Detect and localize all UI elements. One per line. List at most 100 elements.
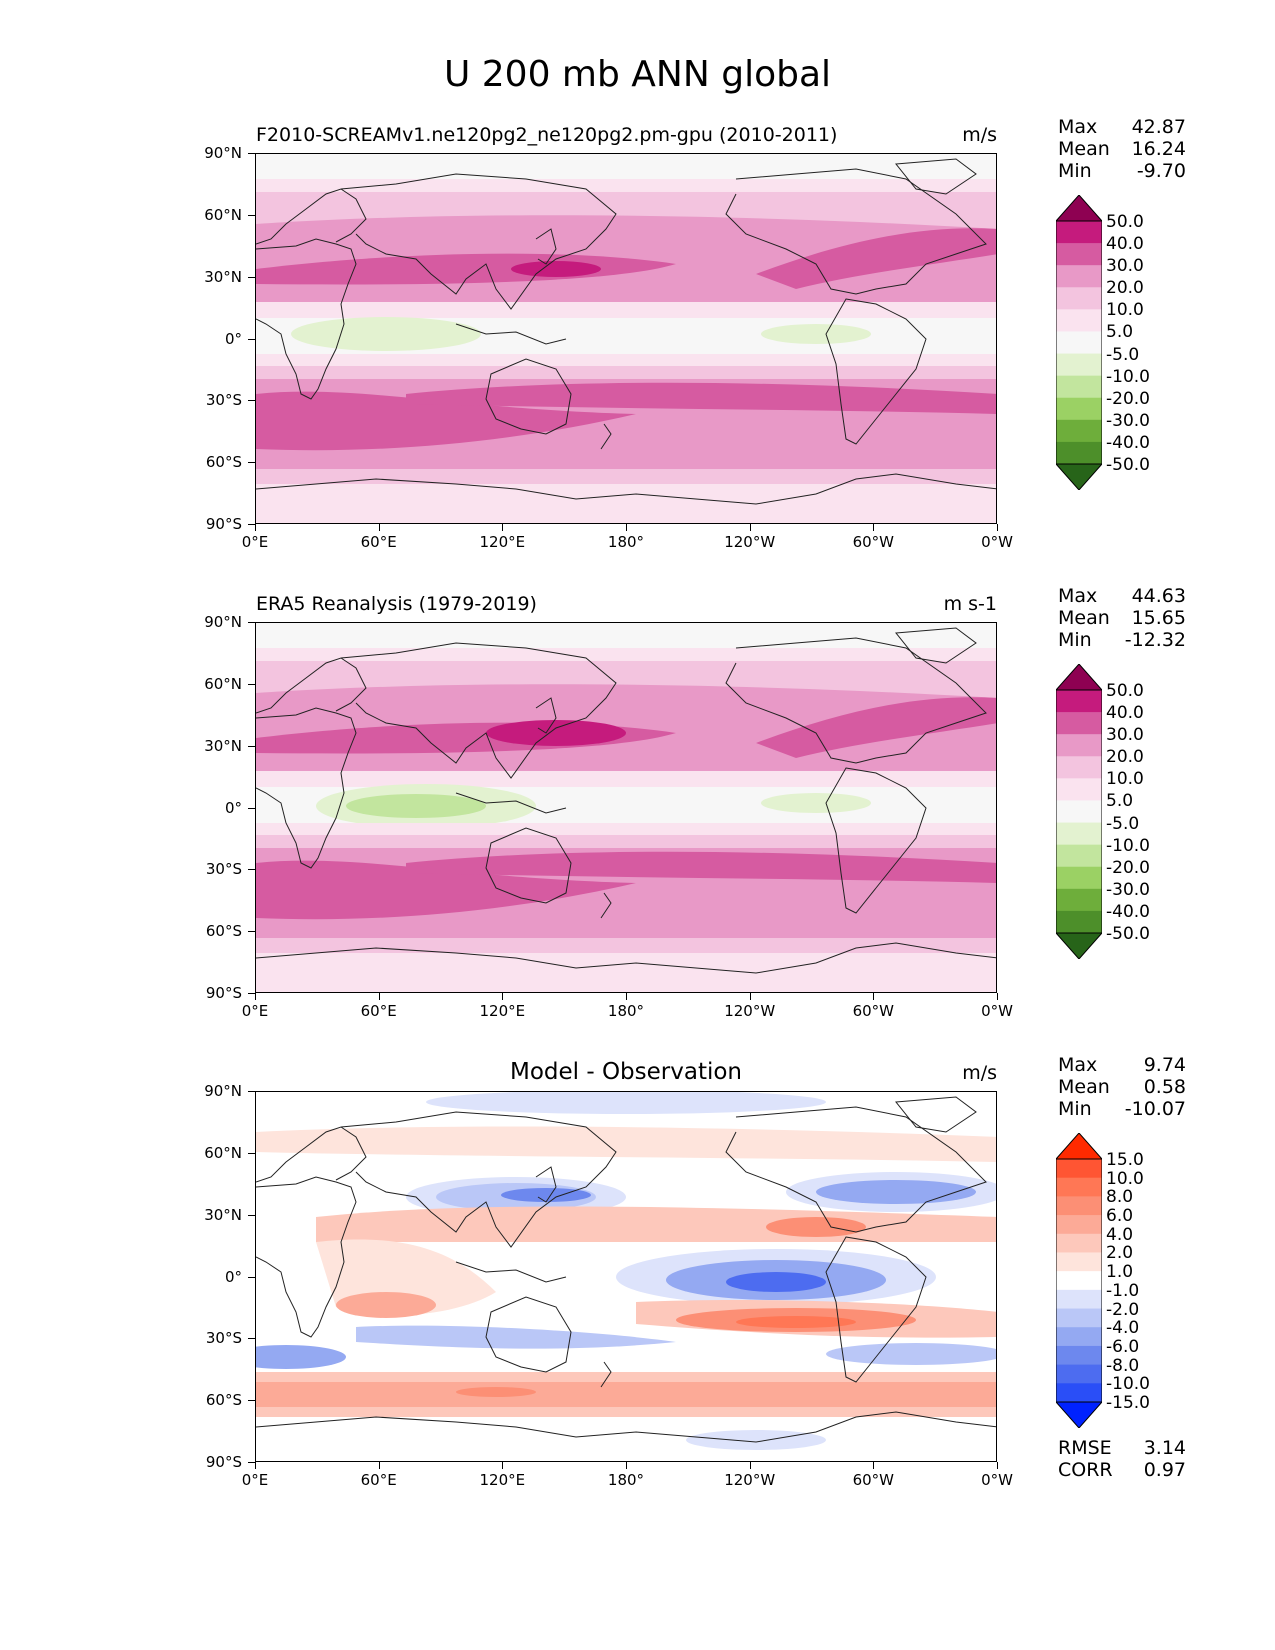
- panel1-lat-label: 30°S: [205, 391, 242, 410]
- panel2-colorbar-bin: [1056, 888, 1102, 912]
- panel3-lat-label: 60°N: [204, 1143, 242, 1162]
- panel2-lat-label: 0°: [224, 798, 242, 817]
- panel3-field: [256, 1092, 996, 1461]
- panel1-colorbar-bin: [1056, 287, 1102, 310]
- panel2-lat-label: 30°S: [205, 860, 242, 879]
- panel3-mean-value: 0.58: [1143, 1076, 1186, 1098]
- panel3-colorbar-label: -8.0: [1106, 1355, 1140, 1376]
- panel1-colorbar-svg: [1054, 194, 1104, 491]
- panel2-colorbar-label: 40.0: [1106, 703, 1144, 724]
- panel3-max-value: 9.74: [1143, 1054, 1186, 1076]
- panel3-colorbar-label: 2.0: [1106, 1243, 1134, 1264]
- panel3-colorbar-bin: [1056, 1233, 1102, 1253]
- panel2-lon-label: 60°W: [852, 1002, 894, 1020]
- panel2-lat-label: 60°N: [204, 674, 242, 693]
- panel1-lon-label: 0°E: [241, 533, 269, 551]
- panel2-colorbar-bin: [1056, 734, 1102, 757]
- panel3-colorbar-label: 8.0: [1106, 1187, 1134, 1208]
- rmse-label: RMSE: [1058, 1437, 1112, 1459]
- panel1-map: [255, 153, 997, 524]
- panel3-lat-label: 30°S: [205, 1329, 242, 1348]
- panel3-colorbar-bin: [1056, 1159, 1102, 1179]
- panel1-colorbar-bin: [1056, 375, 1102, 399]
- panel2-colorbar-label: -10.0: [1106, 835, 1150, 856]
- panel1-colorbar-bin: [1056, 243, 1102, 266]
- panel1-colorbar: [1054, 194, 1104, 491]
- panel1-colorbar-bin: [1056, 353, 1102, 377]
- panel2-colorbar-label: -20.0: [1106, 857, 1150, 878]
- panel3-colorbar-bin: [1056, 1196, 1102, 1216]
- panel3-stats: Max 9.74 Mean 0.58 Min -10.07: [1058, 1054, 1186, 1120]
- panel3-lat-label: 90°S: [205, 1453, 242, 1471]
- panel1-colorbar-bin: [1056, 419, 1102, 443]
- panel1-units: m/s: [962, 124, 997, 146]
- panel3-lat-label: 0°: [224, 1267, 242, 1286]
- panel3-colorbar-label: -10.0: [1106, 1374, 1150, 1395]
- panel1-colorbar-label: 50.0: [1106, 212, 1144, 232]
- corr-label: CORR: [1058, 1459, 1113, 1481]
- panel1-colorbar-label: 20.0: [1106, 278, 1144, 299]
- panel3-colorbar-label: 15.0: [1106, 1150, 1144, 1170]
- panel1-colorbar-bin: [1056, 221, 1102, 244]
- panel1-max-label: Max: [1058, 116, 1098, 138]
- panel1-title: F2010-SCREAMv1.ne120pg2_ne120pg2.pm-gpu …: [256, 124, 838, 146]
- panel1-lon-label: 180°: [607, 533, 645, 551]
- panel2-mean-value: 15.65: [1131, 607, 1186, 629]
- panel2-colorbar-svg: [1054, 663, 1104, 960]
- panel2-colorbar-bin: [1056, 690, 1102, 713]
- panel2-lon-label: 120°E: [479, 1002, 526, 1020]
- panel2-colorbar-bin: [1056, 866, 1102, 890]
- panel1-lat-label: 0°: [224, 329, 242, 348]
- panel1-colorbar-label: 10.0: [1106, 300, 1144, 321]
- panel2-units: m s-1: [943, 593, 997, 615]
- panel2-colorbar-max-extend: [1054, 663, 1104, 691]
- panel1-map-svg: [256, 154, 996, 523]
- panel3-min-value: -10.07: [1124, 1098, 1186, 1120]
- panel3-metrics: RMSE 3.14 CORR 0.97: [1058, 1437, 1186, 1481]
- panel3-colorbar-label: 1.0: [1106, 1262, 1134, 1283]
- panel3-lon-label: 120°W: [724, 1471, 776, 1489]
- panel1-colorbar-label: -5.0: [1106, 344, 1140, 365]
- panel2-colorbar-min-extend: [1054, 932, 1104, 960]
- panel2-title: ERA5 Reanalysis (1979-2019): [256, 593, 537, 615]
- panel3-colorbar-bin: [1056, 1327, 1102, 1347]
- panel3-colorbar-label: -1.0: [1106, 1280, 1140, 1301]
- panel3-map: [255, 1091, 997, 1462]
- panel3-map-svg: [256, 1092, 996, 1461]
- panel1-colorbar-label: -30.0: [1106, 410, 1150, 431]
- panel3-colorbar-label: 4.0: [1106, 1224, 1134, 1245]
- panel2-max-value: 44.63: [1131, 585, 1186, 607]
- panel1-colorbar-label: 40.0: [1106, 234, 1144, 255]
- panel1-lon-label: 120°E: [479, 533, 526, 551]
- panel1-colorbar-label: -20.0: [1106, 388, 1150, 409]
- panel2-colorbar-label: -30.0: [1106, 879, 1150, 900]
- panel3-lon-label: 60°W: [852, 1471, 894, 1489]
- panel1-colorbar-label: -40.0: [1106, 432, 1150, 453]
- panel3-colorbar-bin: [1056, 1177, 1102, 1197]
- panel2-lat-label: 90°S: [205, 984, 242, 1002]
- panel2-lon-label: 0°E: [241, 1002, 269, 1020]
- panel1-min-value: -9.70: [1136, 160, 1186, 182]
- panel1-field: [256, 154, 996, 523]
- panel2-lon-label: 0°W: [981, 1002, 1013, 1020]
- panel3-colorbar-min-extend: [1054, 1401, 1104, 1429]
- panel3-min-label: Min: [1058, 1098, 1092, 1120]
- panel3-lon-label: 120°E: [479, 1471, 526, 1489]
- panel3-colorbar-label: -15.0: [1106, 1393, 1150, 1413]
- panel2-stats: Max 44.63 Mean 15.65 Min -12.32: [1058, 585, 1186, 651]
- panel1-lon-label: 120°W: [724, 533, 776, 551]
- panel3-lon-label: 0°W: [981, 1471, 1013, 1489]
- panel2-colorbar-label: 5.0: [1106, 791, 1134, 812]
- panel3-lat-label: 60°S: [205, 1391, 242, 1410]
- panel2-colorbar-label: 20.0: [1106, 747, 1144, 768]
- panel2-colorbar-bin: [1056, 800, 1102, 824]
- panel2-min-label: Min: [1058, 629, 1092, 651]
- panel1-colorbar-label: 5.0: [1106, 322, 1134, 343]
- panel1-min-label: Min: [1058, 160, 1092, 182]
- panel1-colorbar-bin: [1056, 331, 1102, 355]
- panel1-colorbar-label: -50.0: [1106, 455, 1150, 475]
- panel2-colorbar-label: 50.0: [1106, 681, 1144, 701]
- panel3-colorbar-label: 10.0: [1106, 1168, 1144, 1189]
- panel2-lon-label: 120°W: [724, 1002, 776, 1020]
- panel2-colorbar-bin: [1056, 712, 1102, 735]
